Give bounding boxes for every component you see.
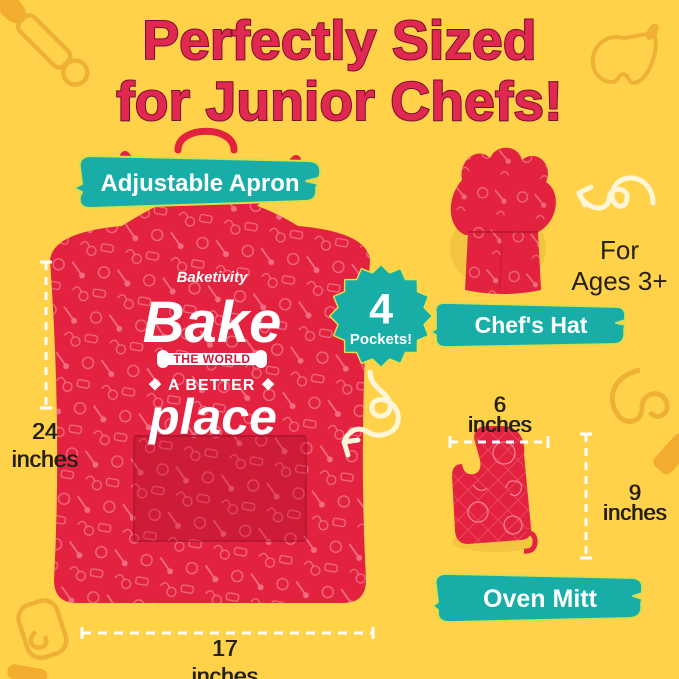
svg-text:place: place	[147, 389, 277, 445]
svg-text:Bake: Bake	[143, 290, 282, 355]
svg-text:THE WORLD: THE WORLD	[173, 352, 250, 366]
svg-text:Pockets!: Pockets!	[350, 331, 412, 348]
svg-text:Oven Mitt: Oven Mitt	[483, 585, 598, 613]
svg-text:Chef's Hat: Chef's Hat	[475, 312, 588, 338]
svg-text:Baketivity: Baketivity	[177, 269, 249, 286]
svg-text:Adjustable Apron: Adjustable Apron	[100, 170, 299, 197]
svg-text:4: 4	[369, 285, 393, 333]
